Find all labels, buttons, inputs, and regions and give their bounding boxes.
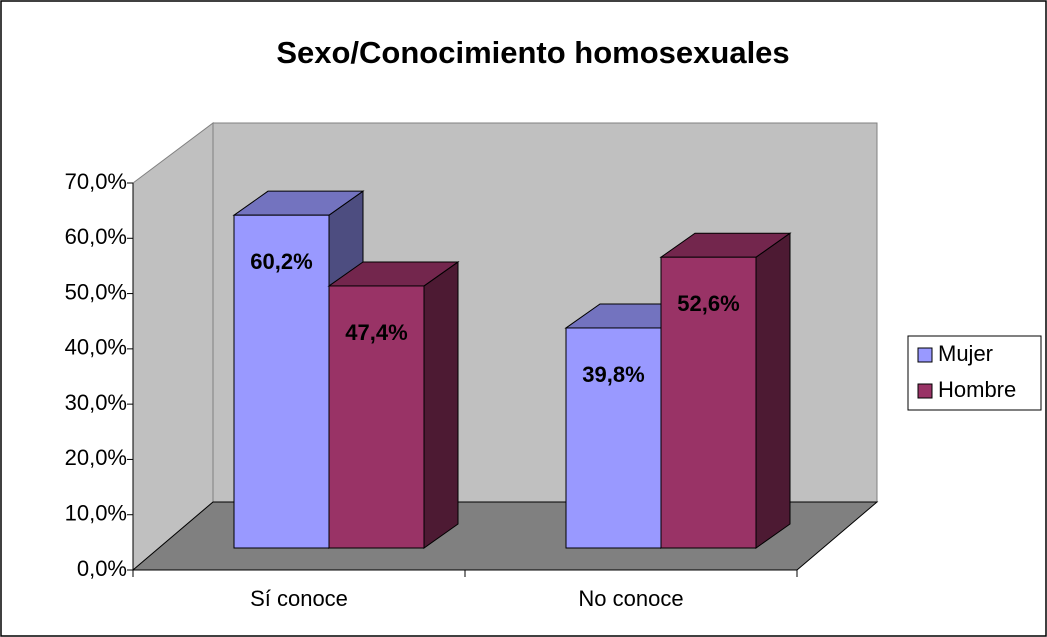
bar — [328, 285, 425, 549]
y-tick-label: 60,0% — [65, 224, 127, 249]
y-tick-label: 70,0% — [65, 169, 127, 194]
x-tick-label: No conoce — [578, 586, 683, 611]
bar-side — [423, 260, 459, 549]
bar — [660, 256, 757, 549]
data-label: 52,6% — [677, 291, 739, 316]
y-tick-label: 40,0% — [65, 335, 127, 360]
bar-side — [755, 232, 791, 549]
legend-swatch — [917, 347, 933, 363]
legend-label: Mujer — [938, 341, 993, 366]
y-tick-label: 50,0% — [65, 279, 127, 304]
data-label: 60,2% — [250, 249, 312, 274]
legend-swatch — [917, 383, 933, 399]
side-wall — [132, 122, 214, 572]
y-tick-label: 0,0% — [77, 556, 127, 581]
data-label: 47,4% — [345, 320, 407, 345]
data-label: 39,8% — [582, 362, 644, 387]
bar — [565, 327, 662, 549]
x-tick-label: Sí conoce — [250, 586, 348, 611]
legend-label: Hombre — [938, 377, 1016, 402]
bar — [233, 214, 330, 549]
y-tick-label: 20,0% — [65, 445, 127, 470]
y-tick-label: 30,0% — [65, 390, 127, 415]
y-tick-label: 10,0% — [65, 501, 127, 526]
chart-title: Sexo/Conocimiento homosexuales — [276, 35, 789, 70]
